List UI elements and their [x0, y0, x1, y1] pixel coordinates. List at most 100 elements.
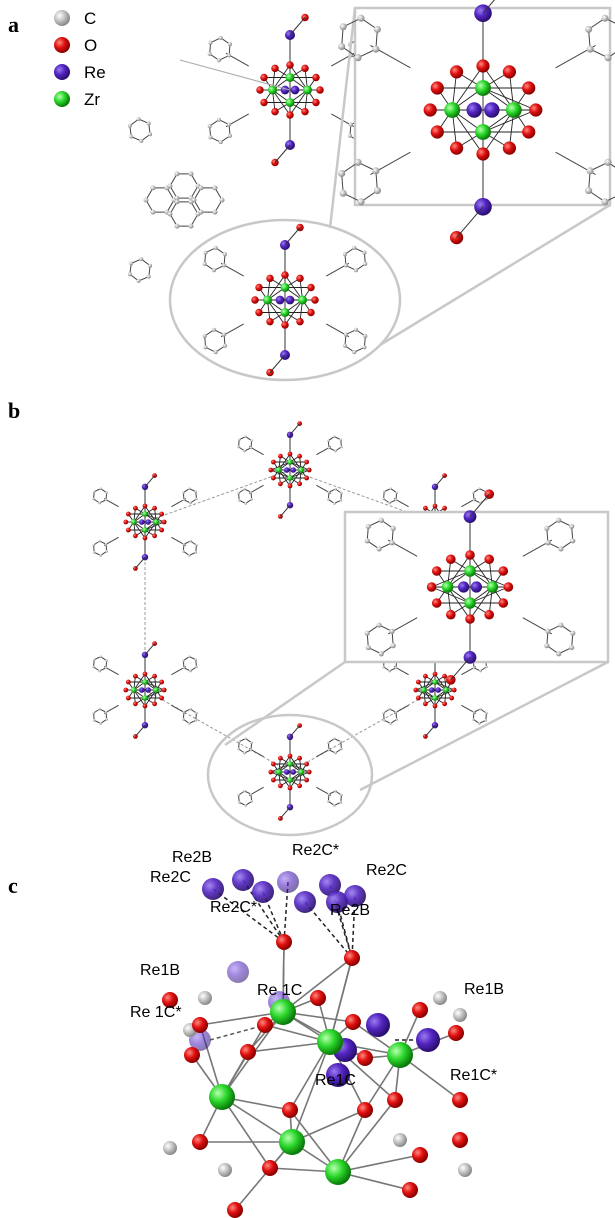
- phenyl-ring: [94, 709, 107, 723]
- atom: [395, 667, 398, 670]
- atom: [453, 1008, 467, 1022]
- atom: [307, 770, 312, 775]
- atom: [544, 643, 549, 648]
- atom: [223, 252, 227, 256]
- atom: [123, 688, 128, 693]
- legend-label: Zr: [84, 90, 100, 109]
- atom: [383, 719, 386, 722]
- atom: [569, 524, 574, 529]
- atom: [340, 492, 343, 495]
- atom: [129, 135, 133, 139]
- atom: [188, 655, 191, 658]
- atom: [354, 268, 358, 272]
- atom: [421, 687, 427, 693]
- atom: [334, 752, 337, 755]
- atom: [142, 695, 148, 701]
- atom: [150, 185, 155, 190]
- atom: [431, 125, 444, 138]
- atom: [446, 554, 456, 564]
- atom: [344, 950, 360, 966]
- bond: [145, 690, 290, 772]
- atom: [219, 197, 224, 202]
- atom: [282, 1102, 298, 1118]
- atom: [412, 1147, 428, 1163]
- atom: [271, 65, 279, 73]
- atom-label: Re1C: [315, 1072, 356, 1089]
- atom: [219, 140, 223, 144]
- atom: [227, 961, 249, 983]
- atom: [92, 712, 95, 715]
- atom: [446, 610, 456, 620]
- figure: a b c C O Re Zr Re2B Re2C* Re2C Re2C Re2…: [0, 0, 615, 1218]
- atom: [255, 284, 263, 292]
- atom: [105, 711, 108, 714]
- atom: [93, 658, 96, 661]
- atom: [237, 446, 240, 449]
- atom: [476, 59, 489, 72]
- atom: [327, 800, 330, 803]
- atom: [278, 481, 283, 486]
- atom: [276, 934, 292, 950]
- bond: [425, 725, 435, 736]
- atom: [152, 701, 157, 706]
- atom: [362, 251, 366, 255]
- atom: [271, 476, 276, 481]
- atom: [287, 761, 293, 767]
- atom: [585, 187, 592, 194]
- structure-drawing: [92, 0, 615, 1218]
- atom: [311, 296, 319, 304]
- atom: [333, 737, 336, 740]
- atom: [416, 680, 421, 685]
- atom: [192, 1017, 208, 1033]
- atom: [310, 990, 326, 1006]
- atom: [298, 296, 307, 305]
- atom: [286, 98, 295, 107]
- atom: [424, 103, 437, 116]
- atom: [266, 275, 274, 283]
- panel-label: b: [8, 398, 20, 423]
- atom: [227, 53, 231, 57]
- phenyl-ring: [210, 120, 230, 142]
- atom: [137, 279, 141, 283]
- atom: [344, 333, 348, 337]
- atom: [291, 86, 300, 95]
- atom: [276, 467, 282, 473]
- atom: [238, 740, 241, 743]
- bond: [145, 644, 155, 655]
- atom: [484, 610, 494, 620]
- bond: [330, 958, 352, 1042]
- atom: [153, 519, 159, 525]
- atom: [340, 499, 343, 502]
- bond: [280, 807, 290, 818]
- atom: [153, 687, 159, 693]
- atom: [328, 793, 331, 796]
- bond: [270, 355, 285, 373]
- atom: [558, 546, 563, 551]
- atom: [131, 519, 137, 525]
- atom: [338, 43, 345, 50]
- atom: [142, 511, 148, 517]
- atom: [357, 15, 364, 22]
- atom: [433, 991, 447, 1005]
- atom: [379, 651, 384, 656]
- legend-swatch: [54, 37, 70, 53]
- atom: [271, 762, 276, 767]
- atom: [238, 438, 241, 441]
- atom: [389, 540, 394, 545]
- bond: [290, 18, 305, 36]
- atom: [312, 99, 320, 107]
- atom: [271, 460, 276, 465]
- atom: [452, 1132, 468, 1148]
- atom: [244, 804, 247, 807]
- atom: [604, 159, 611, 166]
- atom: [286, 296, 295, 305]
- atom: [133, 506, 138, 511]
- atom: [133, 701, 138, 706]
- atom: [195, 666, 198, 669]
- atom: [278, 454, 283, 459]
- atom: [472, 491, 475, 494]
- atom: [188, 554, 191, 557]
- atom: [432, 598, 442, 608]
- atom: [328, 491, 331, 494]
- atom: [250, 447, 253, 450]
